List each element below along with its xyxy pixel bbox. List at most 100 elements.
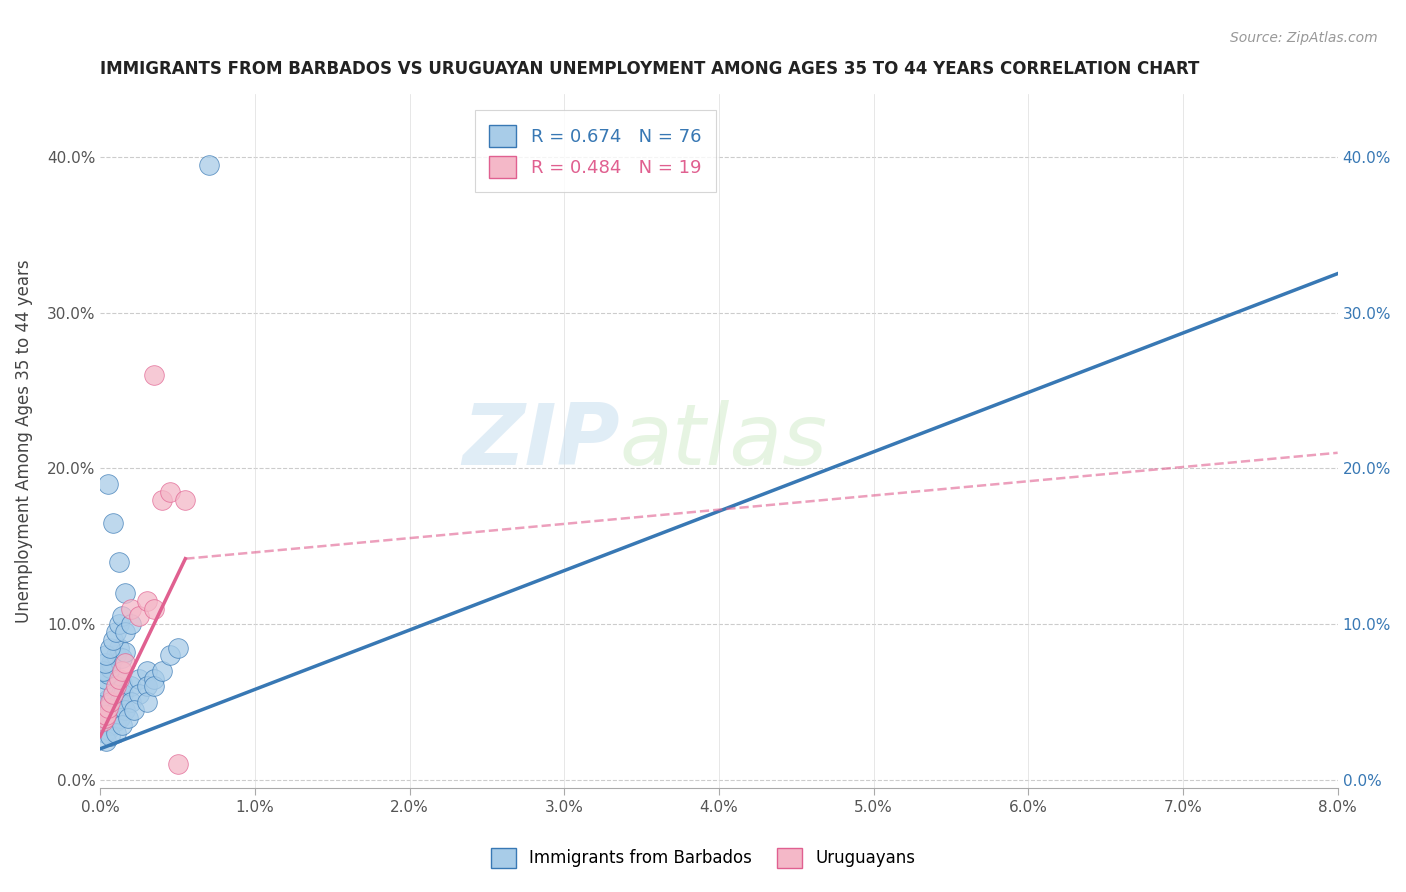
- Point: [103, 714, 125, 728]
- Point: [120, 601, 142, 615]
- Point: [97, 707, 120, 722]
- Point: [100, 712, 122, 726]
- Point: [96, 648, 118, 663]
- Point: [101, 632, 124, 647]
- Point: [114, 656, 136, 670]
- Point: [128, 609, 150, 624]
- Point: [96, 707, 118, 722]
- Point: [114, 703, 136, 717]
- Point: [94, 656, 117, 670]
- Point: [111, 718, 134, 732]
- Point: [197, 157, 219, 171]
- Point: [104, 726, 127, 740]
- Point: [104, 680, 127, 694]
- Point: [117, 711, 139, 725]
- Point: [94, 695, 117, 709]
- Point: [101, 687, 124, 701]
- Point: [100, 656, 122, 670]
- Point: [97, 723, 120, 738]
- Point: [101, 687, 124, 701]
- Point: [100, 707, 122, 722]
- Point: [93, 680, 115, 694]
- Point: [135, 680, 157, 694]
- Point: [98, 640, 121, 655]
- Point: [93, 714, 115, 728]
- Point: [110, 711, 132, 725]
- Point: [120, 617, 142, 632]
- Point: [100, 695, 122, 709]
- Point: [128, 672, 150, 686]
- Point: [93, 664, 115, 678]
- Point: [94, 726, 117, 740]
- Text: atlas: atlas: [620, 400, 828, 483]
- Point: [94, 711, 117, 725]
- Point: [93, 718, 115, 732]
- Point: [166, 757, 188, 772]
- Point: [97, 692, 120, 706]
- Point: [114, 645, 136, 659]
- Point: [150, 664, 173, 678]
- Point: [111, 664, 134, 678]
- Point: [96, 734, 118, 748]
- Point: [143, 680, 166, 694]
- Point: [174, 492, 197, 507]
- Text: Source: ZipAtlas.com: Source: ZipAtlas.com: [1230, 31, 1378, 45]
- Text: IMMIGRANTS FROM BARBADOS VS URUGUAYAN UNEMPLOYMENT AMONG AGES 35 TO 44 YEARS COR: IMMIGRANTS FROM BARBADOS VS URUGUAYAN UN…: [100, 60, 1199, 78]
- Point: [104, 707, 127, 722]
- Point: [159, 648, 181, 663]
- Point: [108, 682, 131, 697]
- Point: [94, 711, 117, 725]
- Legend: Immigrants from Barbados, Uruguayans: Immigrants from Barbados, Uruguayans: [484, 841, 922, 875]
- Point: [135, 664, 157, 678]
- Point: [96, 714, 118, 728]
- Y-axis label: Unemployment Among Ages 35 to 44 years: Unemployment Among Ages 35 to 44 years: [15, 260, 32, 623]
- Point: [124, 703, 146, 717]
- Point: [98, 701, 121, 715]
- Point: [101, 516, 124, 530]
- Point: [100, 718, 122, 732]
- Point: [143, 672, 166, 686]
- Point: [94, 672, 117, 686]
- Point: [97, 701, 120, 715]
- Point: [104, 648, 127, 663]
- Point: [96, 698, 118, 713]
- Point: [143, 368, 166, 382]
- Point: [150, 492, 173, 507]
- Point: [104, 714, 127, 728]
- Point: [104, 680, 127, 694]
- Text: ZIP: ZIP: [463, 400, 620, 483]
- Point: [120, 695, 142, 709]
- Point: [101, 711, 124, 725]
- Point: [114, 586, 136, 600]
- Point: [97, 477, 120, 491]
- Point: [108, 617, 131, 632]
- Point: [104, 624, 127, 639]
- Point: [97, 667, 120, 681]
- Point: [120, 680, 142, 694]
- Point: [98, 729, 121, 743]
- Point: [94, 711, 117, 725]
- Point: [112, 687, 135, 701]
- Point: [108, 695, 131, 709]
- Point: [96, 718, 118, 732]
- Point: [114, 624, 136, 639]
- Point: [159, 484, 181, 499]
- Point: [104, 703, 127, 717]
- Point: [111, 651, 134, 665]
- Point: [108, 711, 131, 725]
- Point: [135, 695, 157, 709]
- Point: [97, 714, 120, 728]
- Point: [108, 672, 131, 686]
- Point: [166, 640, 188, 655]
- Point: [108, 555, 131, 569]
- Point: [98, 717, 121, 731]
- Point: [111, 676, 134, 690]
- Point: [93, 703, 115, 717]
- Point: [128, 687, 150, 701]
- Point: [135, 594, 157, 608]
- Point: [143, 601, 166, 615]
- Point: [96, 664, 118, 678]
- Legend: R = 0.674   N = 76, R = 0.484   N = 19: R = 0.674 N = 76, R = 0.484 N = 19: [475, 111, 716, 193]
- Point: [111, 609, 134, 624]
- Point: [108, 640, 131, 655]
